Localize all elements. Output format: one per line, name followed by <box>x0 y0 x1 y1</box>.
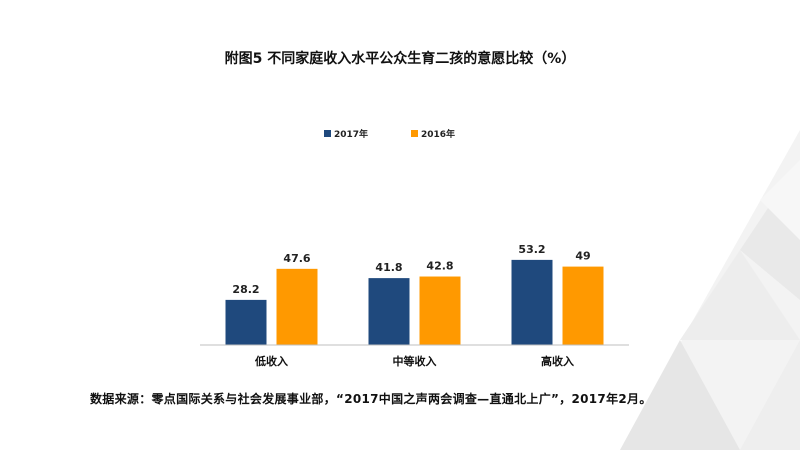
value-label-2-0: 53.2 <box>518 243 545 256</box>
chart-bars: 28.2 47.6 41.8 42.8 53.2 49 <box>225 243 604 345</box>
value-label-0-0: 28.2 <box>232 283 259 296</box>
data-source-note: 数据来源：零点国际关系与社会发展事业部，“2017中国之声两会调查—直通北上广”… <box>90 392 652 406</box>
value-label-1-0: 41.8 <box>375 261 402 274</box>
value-label-0-1: 47.6 <box>283 252 310 265</box>
bar-1-1 <box>419 276 461 345</box>
bar-0-1 <box>276 268 318 345</box>
x-tick-label-2: 高收入 <box>541 354 574 368</box>
bar-2-1 <box>562 266 604 345</box>
legend-swatch-1 <box>411 130 418 137</box>
chart-legend: 2017年 2016年 <box>324 128 455 140</box>
x-axis-labels: 低收入 中等收入 高收入 <box>254 354 574 368</box>
legend-label-0: 2017年 <box>334 128 368 140</box>
bar-1-0 <box>368 278 410 345</box>
legend-swatch-0 <box>324 130 331 137</box>
chart-title: 附图5 不同家庭收入水平公众生育二孩的意愿比较（%） <box>224 51 576 67</box>
bar-2-0 <box>511 259 553 345</box>
value-label-2-1: 49 <box>575 250 590 263</box>
x-tick-label-0: 低收入 <box>254 354 288 368</box>
x-tick-label-1: 中等收入 <box>393 354 437 368</box>
legend-label-1: 2016年 <box>421 128 455 140</box>
bar-0-0 <box>225 299 267 345</box>
value-label-1-1: 42.8 <box>426 260 453 273</box>
bar-chart: 2017年 2016年 28.2 47.6 41.8 42.8 53.2 49 低收入 中等收… <box>200 128 629 368</box>
